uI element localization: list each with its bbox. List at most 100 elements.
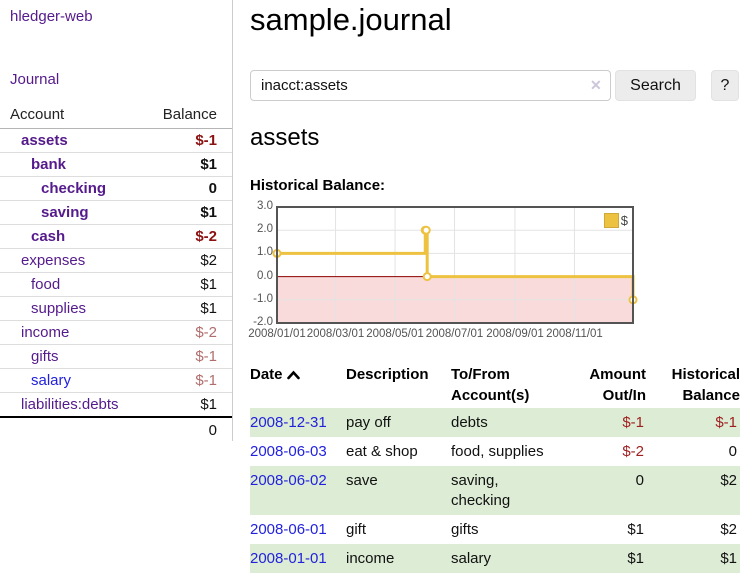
transaction-date-link[interactable]: 2008-01-01	[250, 550, 327, 567]
x-axis-tick-label: 2008/03/01	[306, 328, 365, 340]
x-axis-tick-label: 2008/05/01	[366, 328, 424, 340]
account-row: expenses $2	[0, 248, 232, 273]
search-input[interactable]	[250, 70, 611, 101]
accounts-table: Account Balance assets $-1 bank $1 checking 0…	[0, 103, 232, 443]
account-link[interactable]: salary	[31, 372, 72, 389]
help-button[interactable]: ?	[711, 70, 739, 101]
transaction-description: gift	[346, 521, 367, 538]
account-row: cash $-2	[0, 224, 232, 249]
register-table: Date Description To/From Account(s) Amou…	[250, 362, 740, 573]
transaction-balance: $-1	[646, 408, 740, 437]
account-row: checking 0	[0, 176, 232, 201]
transaction-accounts: salary	[451, 544, 551, 573]
account-balance: $1	[116, 200, 232, 225]
transaction-row: 2008-06-01 gift gifts $1 $2	[250, 515, 740, 544]
register-header-date[interactable]: Date	[250, 362, 346, 408]
transaction-balance: $2	[646, 466, 740, 515]
account-balance: $-1	[195, 132, 217, 149]
accounts-total-balance: 0	[116, 416, 232, 443]
transaction-balance: 0	[728, 443, 737, 460]
account-link[interactable]: cash	[31, 228, 66, 245]
y-axis-tick-label: 2.0	[257, 223, 273, 236]
transaction-accounts: saving, checking	[451, 466, 551, 515]
account-link[interactable]: supplies	[31, 300, 87, 317]
y-axis-tick-label: -2.0	[253, 316, 273, 328]
y-axis-tick-label: -1.0	[253, 292, 273, 305]
transaction-date-link[interactable]: 2008-06-02	[250, 472, 327, 489]
account-row: assets $-1	[0, 129, 232, 153]
account-link[interactable]: saving	[41, 204, 89, 221]
transaction-date-link[interactable]: 2008-12-31	[250, 414, 327, 431]
transaction-amount: $-1	[551, 408, 646, 437]
account-row: income $-2	[0, 320, 232, 345]
account-row: salary $-1	[0, 368, 232, 393]
sidebar-item-journal[interactable]: Journal	[10, 71, 60, 88]
account-balance: $1	[116, 296, 232, 321]
account-balance: $-1	[116, 368, 232, 393]
transaction-amount: $1	[627, 521, 644, 538]
search-button[interactable]: Search	[615, 70, 696, 101]
x-axis-tick-label: 2008/07/01	[425, 328, 484, 340]
transaction-description: save	[346, 466, 451, 515]
account-balance: $-1	[116, 344, 232, 369]
account-link[interactable]: bank	[31, 156, 67, 173]
account-balance: $1	[116, 152, 232, 177]
legend-swatch-icon	[603, 213, 619, 228]
account-balance: $1	[116, 272, 232, 297]
account-row: food $1	[0, 272, 232, 297]
accounts-header-account: Account	[0, 103, 116, 129]
transaction-accounts: gifts	[451, 521, 479, 538]
account-row: supplies $1	[0, 296, 232, 321]
transaction-accounts: debts	[451, 408, 551, 437]
account-balance: $2	[116, 248, 232, 273]
y-axis-tick-label: 0.0	[257, 269, 273, 282]
account-heading: assets	[250, 124, 320, 151]
chart-title: Historical Balance:	[250, 177, 386, 194]
x-axis-tick-label: 2008/01/01	[248, 328, 306, 340]
transaction-date-link[interactable]: 2008-06-03	[250, 443, 327, 460]
accounts-total-row: 0	[0, 416, 232, 443]
account-balance: $-2	[116, 224, 232, 249]
transaction-row: 2008-06-03 eat & shop food, supplies $-2 0	[250, 437, 740, 466]
clear-search-icon[interactable]: ✕	[590, 77, 602, 93]
x-axis-tick-label: 2008/11/01	[546, 328, 603, 340]
transaction-description: eat & shop	[346, 443, 418, 460]
sort-ascending-icon	[286, 365, 300, 386]
sidebar: hledger-web Journal Account Balance asse…	[0, 0, 233, 443]
account-link[interactable]: checking	[41, 180, 107, 197]
main-content: sample.journal ✕ Search ? assets Histori…	[248, 0, 742, 582]
transaction-balance: $1	[646, 544, 740, 573]
account-row: saving $1	[0, 200, 232, 225]
account-link[interactable]: food	[31, 276, 61, 293]
legend-label: $	[620, 213, 628, 228]
account-link[interactable]: gifts	[31, 348, 59, 365]
account-link[interactable]: liabilities:debts	[21, 396, 119, 413]
register-header-balance: Historical Balance	[671, 366, 740, 404]
transaction-row: 2008-01-01 income salary $1 $1	[250, 544, 740, 573]
transaction-row: 2008-06-02 save saving, checking 0 $2	[250, 466, 740, 515]
chart-plot-area	[272, 206, 638, 324]
accounts-header-balance: Balance	[116, 103, 232, 129]
account-row: liabilities:debts $1	[0, 392, 232, 417]
account-row: bank $1	[0, 152, 232, 177]
account-link[interactable]: expenses	[21, 252, 86, 269]
transaction-amount: 0	[551, 466, 646, 515]
y-axis-tick-label: 3.0	[257, 200, 273, 212]
account-link[interactable]: income	[21, 324, 70, 341]
register-header-accounts: To/From Account(s)	[451, 366, 530, 404]
transaction-amount: $-2	[622, 443, 644, 460]
x-axis-tick-label: 2008/09/01	[486, 328, 544, 340]
account-balance: $-2	[116, 320, 232, 345]
account-link[interactable]: assets	[21, 132, 68, 149]
transaction-accounts: food, supplies	[451, 443, 544, 460]
page-title: sample.journal	[250, 2, 452, 37]
y-axis-tick-label: 1.0	[257, 246, 273, 259]
register-header-row: Date Description To/From Account(s) Amou…	[250, 362, 740, 408]
app-title-link[interactable]: hledger-web	[10, 8, 93, 25]
account-balance: $1	[116, 392, 232, 417]
register-header-amount: Amount Out/In	[589, 366, 646, 404]
transaction-description: pay off	[346, 408, 451, 437]
transaction-row: 2008-12-31 pay off debts $-1 $-1	[250, 408, 740, 437]
account-balance: 0	[116, 176, 232, 201]
transaction-date-link[interactable]: 2008-06-01	[250, 521, 327, 538]
